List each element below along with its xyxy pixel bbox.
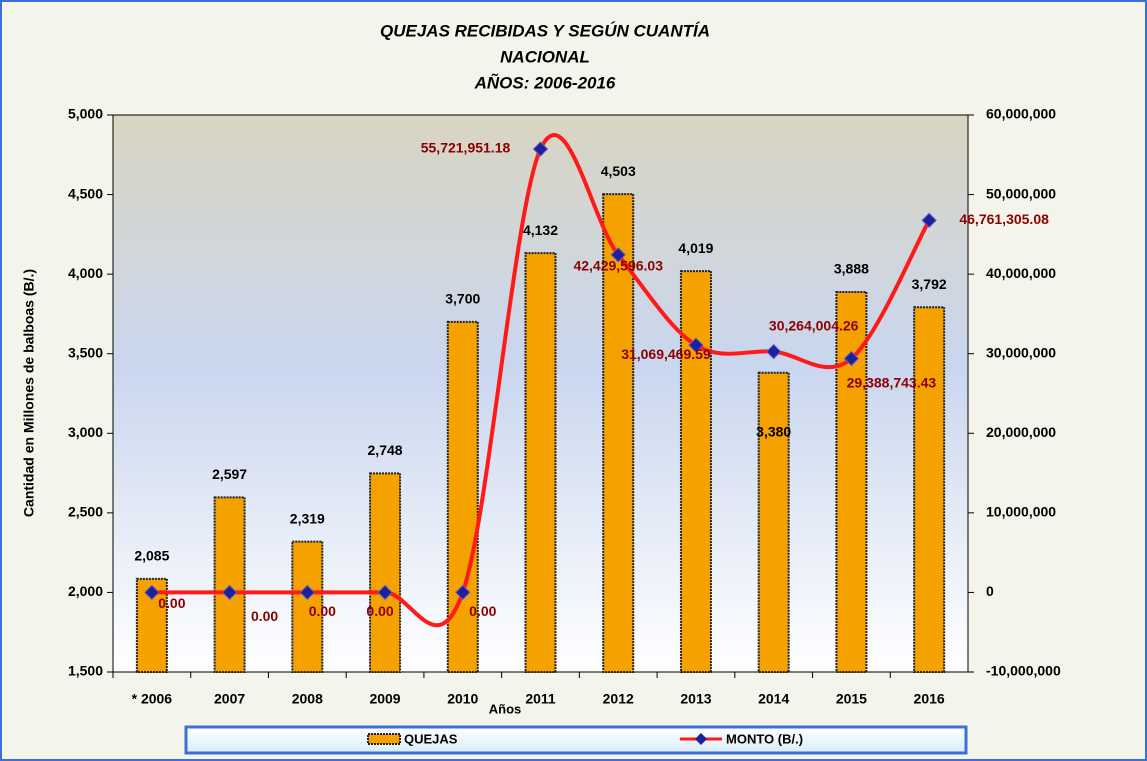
marker [610, 247, 626, 263]
y2-tick-label: 0 [986, 583, 994, 599]
marker [221, 584, 238, 601]
line-value-label: 42,429,596.03 [573, 258, 663, 274]
bar-value-label: 2,085 [134, 548, 169, 564]
x-tick-label: 2016 [914, 691, 945, 707]
line-value-label: 31,069,469.59 [621, 346, 711, 362]
x-axis-label: Años [489, 701, 522, 716]
y-tick-label: 2,500 [68, 504, 103, 520]
y2-tick-label: -10,000,000 [986, 663, 1061, 679]
marker [921, 212, 937, 229]
bar [446, 320, 479, 673]
marker [765, 343, 782, 360]
legend-label: MONTO (B/.) [726, 731, 803, 746]
x-tick-label: 2013 [680, 691, 711, 707]
bar [524, 252, 557, 674]
marker [455, 584, 471, 601]
marker [843, 350, 860, 367]
legend-swatch [367, 733, 401, 745]
line-value-label: 0.00 [158, 595, 185, 611]
bar-value-label: 3,380 [756, 424, 791, 440]
x-tick-label: * 2006 [132, 691, 173, 707]
y-tick-label: 2,000 [68, 583, 103, 599]
y-tick-label: 3,500 [68, 344, 103, 360]
legend-label: QUEJAS [404, 731, 458, 746]
bar-value-label: 4,503 [601, 163, 636, 179]
x-tick-label: 2009 [369, 691, 400, 707]
y-tick-label: 5,000 [68, 106, 103, 122]
x-tick-label: 2008 [292, 691, 323, 707]
y-tick-label: 3,000 [68, 424, 103, 440]
legend-marker [695, 733, 707, 745]
line-value-label: 0.00 [251, 608, 278, 624]
line-value-label: 0.00 [469, 603, 496, 619]
legend [184, 725, 968, 755]
x-tick-label: 2010 [447, 691, 478, 707]
bar-value-label: 2,319 [290, 510, 325, 526]
line-value-label: 0.00 [309, 603, 336, 619]
marker [532, 141, 549, 157]
line-value-label: 55,721,951.18 [421, 140, 511, 156]
marker [377, 584, 393, 601]
bar-value-label: 2,597 [212, 466, 247, 482]
bar [679, 270, 712, 673]
title-line: NACIONAL [500, 47, 590, 66]
y2-tick-label: 30,000,000 [986, 344, 1056, 360]
line-value-label: 0.00 [366, 603, 393, 619]
bar-value-label: 2,748 [368, 442, 403, 458]
y2-tick-label: 60,000,000 [986, 106, 1056, 122]
bar [602, 193, 635, 673]
title-line: QUEJAS RECIBIDAS Y SEGÚN CUANTÍA [380, 21, 710, 40]
bar [369, 472, 402, 673]
y-axis-label: Cantidad en Millones de balboas (B/.) [21, 269, 37, 517]
x-tick-label: 2012 [603, 691, 634, 707]
bar [913, 306, 946, 673]
bar-value-label: 3,888 [834, 261, 869, 277]
x-tick-label: 2011 [525, 691, 556, 707]
y2-tick-label: 40,000,000 [986, 265, 1056, 281]
bar-value-label: 4,132 [523, 222, 558, 238]
bar-value-label: 3,792 [912, 276, 947, 292]
x-tick-label: 2014 [758, 691, 789, 707]
line-value-label: 29,388,743.43 [847, 374, 937, 390]
bar [757, 371, 790, 673]
bar-value-label: 3,700 [445, 291, 480, 307]
line-value-label: 46,761,305.08 [959, 211, 1049, 227]
bar [213, 496, 246, 673]
marker [299, 584, 316, 601]
bar-value-label: 4,019 [678, 240, 713, 256]
y2-tick-label: 10,000,000 [986, 504, 1056, 520]
y2-tick-label: 20,000,000 [986, 424, 1056, 440]
y-tick-label: 4,500 [68, 185, 103, 201]
y-tick-label: 1,500 [68, 663, 103, 679]
x-tick-label: 2015 [836, 691, 867, 707]
bar [291, 540, 324, 673]
title-line: AÑOS: 2006-2016 [474, 72, 616, 92]
line-value-label: 30,264,004.26 [769, 317, 859, 333]
x-tick-label: 2007 [214, 691, 245, 707]
y2-tick-label: 50,000,000 [986, 185, 1056, 201]
marker [688, 337, 704, 353]
marker [144, 584, 160, 601]
y-tick-label: 4,000 [68, 265, 103, 281]
